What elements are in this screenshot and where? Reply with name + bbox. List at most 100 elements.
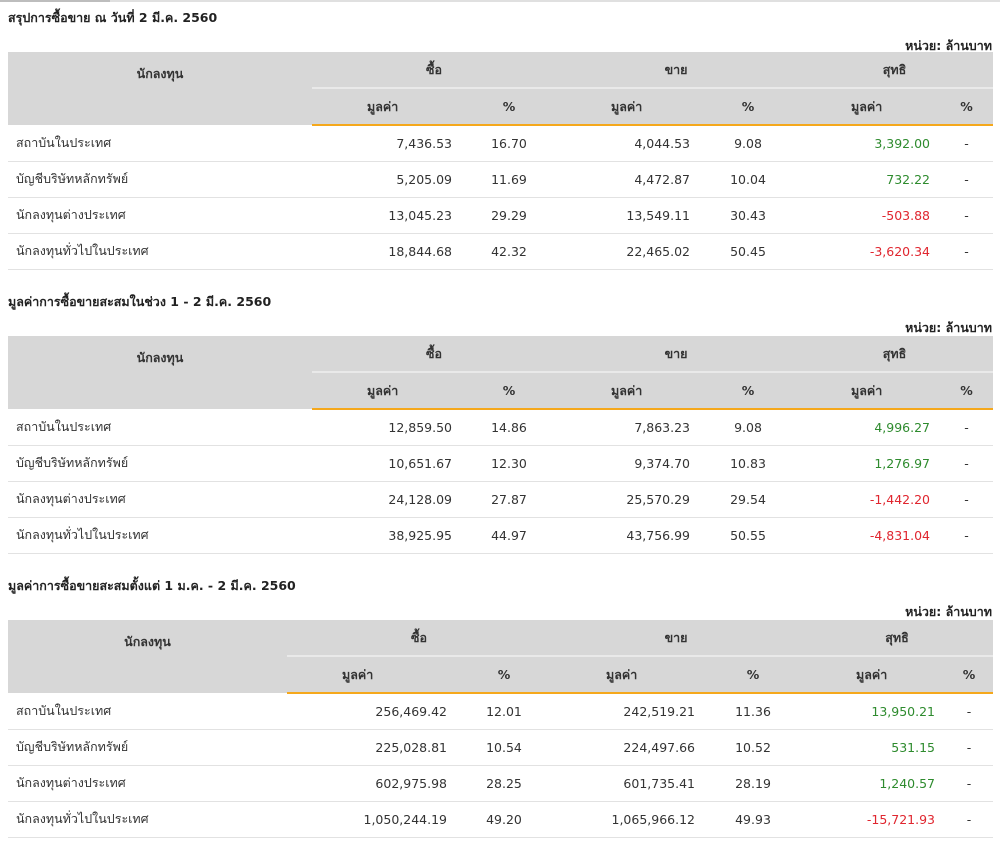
table-row: บัญชีบริษัทหลักทรัพย์ 10,651.67 12.30 9,… xyxy=(8,445,994,482)
top-divider xyxy=(0,0,1000,2)
table-row: นักลงทุนต่างประเทศ 602,975.98 28.25 601,… xyxy=(8,765,994,802)
section-title: มูลค่าการซื้อขายสะสมตั้งแต่ 1 ม.ค. - 2 ม… xyxy=(8,578,296,593)
sell-pct: 10.04 xyxy=(700,161,797,198)
sell-value: 43,756.99 xyxy=(556,517,700,554)
investor-name: บัญชีบริษัทหลักทรัพย์ xyxy=(8,161,312,198)
sell-pct-header: % xyxy=(705,655,802,694)
net-value: -15,721.93 xyxy=(801,801,946,838)
buy-pct: 16.70 xyxy=(462,125,556,162)
section-title: สรุปการซื้อขาย ณ วันที่ 2 มี.ค. 2560 xyxy=(8,10,218,25)
buy-pct: 28.25 xyxy=(457,765,551,802)
buy-value: 5,205.09 xyxy=(312,161,462,198)
net-pct: - xyxy=(940,197,994,234)
net-pct: - xyxy=(945,765,994,802)
buy-pct: 49.20 xyxy=(457,801,551,838)
investor-column-header: นักลงทุน xyxy=(8,620,287,693)
buy-value: 13,045.23 xyxy=(312,197,462,234)
net-value-header: มูลค่า xyxy=(796,87,941,126)
net-value: 4,996.27 xyxy=(796,409,941,446)
net-pct: - xyxy=(940,233,994,270)
buy-column-header: ซื้อ xyxy=(312,52,556,88)
buy-value: 12,859.50 xyxy=(312,409,462,446)
sell-value: 601,735.41 xyxy=(551,765,705,802)
sell-column-header: ขาย xyxy=(556,336,797,372)
investor-name: นักลงทุนทั่วไปในประเทศ xyxy=(8,517,312,554)
sell-value: 1,065,966.12 xyxy=(551,801,705,838)
sell-column-header: ขาย xyxy=(551,620,802,656)
sell-pct: 10.83 xyxy=(700,445,797,482)
investor-name: นักลงทุนต่างประเทศ xyxy=(8,197,312,234)
investor-name: สถาบันในประเทศ xyxy=(8,409,312,446)
buy-pct: 12.01 xyxy=(457,693,551,730)
buy-value: 225,028.81 xyxy=(287,729,457,766)
buy-value-header: มูลค่า xyxy=(287,655,457,694)
sell-pct: 10.52 xyxy=(705,729,802,766)
sell-pct-header: % xyxy=(700,371,797,410)
table-row: นักลงทุนทั่วไปในประเทศ 38,925.95 44.97 4… xyxy=(8,517,994,554)
buy-value: 256,469.42 xyxy=(287,693,457,730)
net-pct: - xyxy=(945,729,994,766)
sell-pct: 9.08 xyxy=(700,125,797,162)
sell-value: 242,519.21 xyxy=(551,693,705,730)
net-pct: - xyxy=(940,481,994,518)
investor-column-header: นักลงทุน xyxy=(8,52,312,125)
sell-column-header: ขาย xyxy=(556,52,797,88)
sell-pct: 30.43 xyxy=(700,197,797,234)
buy-pct: 10.54 xyxy=(457,729,551,766)
sell-pct: 11.36 xyxy=(705,693,802,730)
top-tab-indicator xyxy=(0,0,110,2)
buy-pct: 14.86 xyxy=(462,409,556,446)
buy-value: 38,925.95 xyxy=(312,517,462,554)
net-pct: - xyxy=(940,409,994,446)
buy-column-header: ซื้อ xyxy=(287,620,551,656)
unit-label: หน่วย: ล้านบาท xyxy=(905,320,992,335)
investor-name: บัญชีบริษัทหลักทรัพย์ xyxy=(8,445,312,482)
net-value: 732.22 xyxy=(796,161,941,198)
net-pct-header: % xyxy=(945,655,994,694)
net-value: 1,276.97 xyxy=(796,445,941,482)
net-column-header: สุทธิ xyxy=(796,52,994,88)
sell-pct: 28.19 xyxy=(705,765,802,802)
net-value: -1,442.20 xyxy=(796,481,941,518)
table-row: สถาบันในประเทศ 7,436.53 16.70 4,044.53 9… xyxy=(8,125,994,162)
sell-value-header: มูลค่า xyxy=(556,87,700,126)
net-value-header: มูลค่า xyxy=(801,655,946,694)
net-value: -4,831.04 xyxy=(796,517,941,554)
buy-pct: 44.97 xyxy=(462,517,556,554)
sell-value: 4,044.53 xyxy=(556,125,700,162)
buy-value: 24,128.09 xyxy=(312,481,462,518)
buy-pct: 12.30 xyxy=(462,445,556,482)
buy-value-header: มูลค่า xyxy=(312,371,462,410)
table-row: สถาบันในประเทศ 12,859.50 14.86 7,863.23 … xyxy=(8,409,994,446)
net-column-header: สุทธิ xyxy=(796,336,994,372)
net-pct-header: % xyxy=(940,371,994,410)
investor-name: สถาบันในประเทศ xyxy=(8,125,312,162)
sell-value: 7,863.23 xyxy=(556,409,700,446)
sell-value: 9,374.70 xyxy=(556,445,700,482)
net-value: -503.88 xyxy=(796,197,941,234)
table-row: สถาบันในประเทศ 256,469.42 12.01 242,519.… xyxy=(8,693,994,730)
buy-value: 18,844.68 xyxy=(312,233,462,270)
sell-value: 224,497.66 xyxy=(551,729,705,766)
investor-name: บัญชีบริษัทหลักทรัพย์ xyxy=(8,729,287,766)
investor-name: สถาบันในประเทศ xyxy=(8,693,287,730)
net-value: 531.15 xyxy=(801,729,946,766)
sell-pct-header: % xyxy=(700,87,797,126)
net-pct: - xyxy=(940,517,994,554)
sell-pct: 50.45 xyxy=(700,233,797,270)
net-pct: - xyxy=(940,161,994,198)
table-row: นักลงทุนทั่วไปในประเทศ 1,050,244.19 49.2… xyxy=(8,801,994,838)
investor-name: นักลงทุนต่างประเทศ xyxy=(8,765,287,802)
investor-name: นักลงทุนทั่วไปในประเทศ xyxy=(8,233,312,270)
net-value: 3,392.00 xyxy=(796,125,941,162)
net-value: -3,620.34 xyxy=(796,233,941,270)
section-title: มูลค่าการซื้อขายสะสมในช่วง 1 - 2 มี.ค. 2… xyxy=(8,294,272,309)
buy-pct: 42.32 xyxy=(462,233,556,270)
unit-label: หน่วย: ล้านบาท xyxy=(905,38,992,53)
buy-pct-header: % xyxy=(457,655,551,694)
sell-value: 25,570.29 xyxy=(556,481,700,518)
buy-value: 7,436.53 xyxy=(312,125,462,162)
table-row: นักลงทุนทั่วไปในประเทศ 18,844.68 42.32 2… xyxy=(8,233,994,270)
trading-summary-table: นักลงทุน ซื้อ ขาย สุทธิ มูลค่า % มูลค่า … xyxy=(8,52,994,270)
trading-summary-table: นักลงทุน ซื้อ ขาย สุทธิ มูลค่า % มูลค่า … xyxy=(8,620,994,838)
